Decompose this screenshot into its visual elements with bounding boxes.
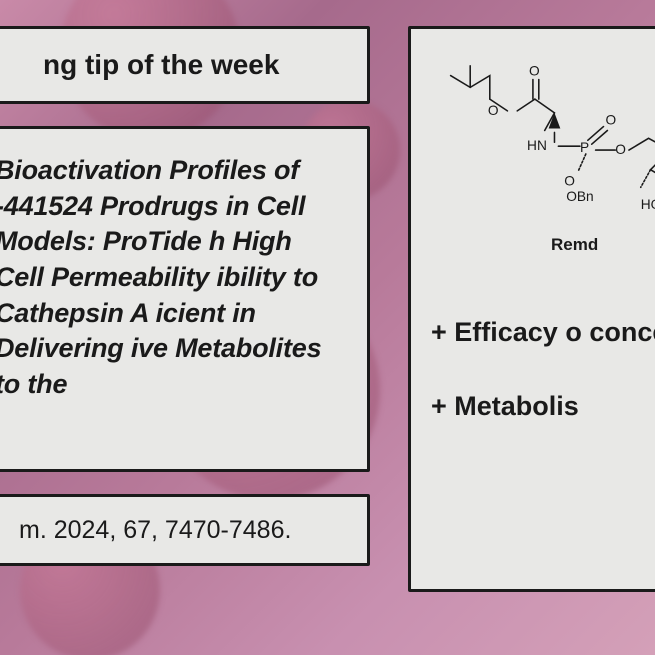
svg-text:HO: HO [641,197,655,212]
citation-text: m. 2024, 67, 7470-7486. [19,516,291,545]
svg-text:OBn: OBn [566,189,593,204]
chemical-structure: O O HN P O O [431,49,655,259]
tip-of-week-card: ng tip of the week [0,26,370,104]
svg-text:HN: HN [527,138,547,153]
summary-card: O O HN P O O [408,26,655,592]
svg-text:P: P [580,140,589,155]
paper-title-card: Bioactivation Profiles of -441524 Prodru… [0,126,370,472]
structure-svg: O O HN P O O [431,49,655,259]
svg-text:O: O [488,103,499,118]
tip-title: ng tip of the week [43,49,279,81]
paper-title: Bioactivation Profiles of -441524 Prodru… [0,153,345,402]
bullet-item: + Metabolis [431,389,655,425]
structure-label: Remd [551,235,598,255]
svg-text:O: O [605,113,616,128]
svg-text:O: O [615,142,626,157]
svg-text:O: O [529,64,540,79]
bullet-list: + Efficacy o concept + Metabolis [431,315,655,424]
svg-text:O: O [564,173,575,188]
citation-card: m. 2024, 67, 7470-7486. [0,494,370,566]
bullet-item: + Efficacy o concept [431,315,655,351]
